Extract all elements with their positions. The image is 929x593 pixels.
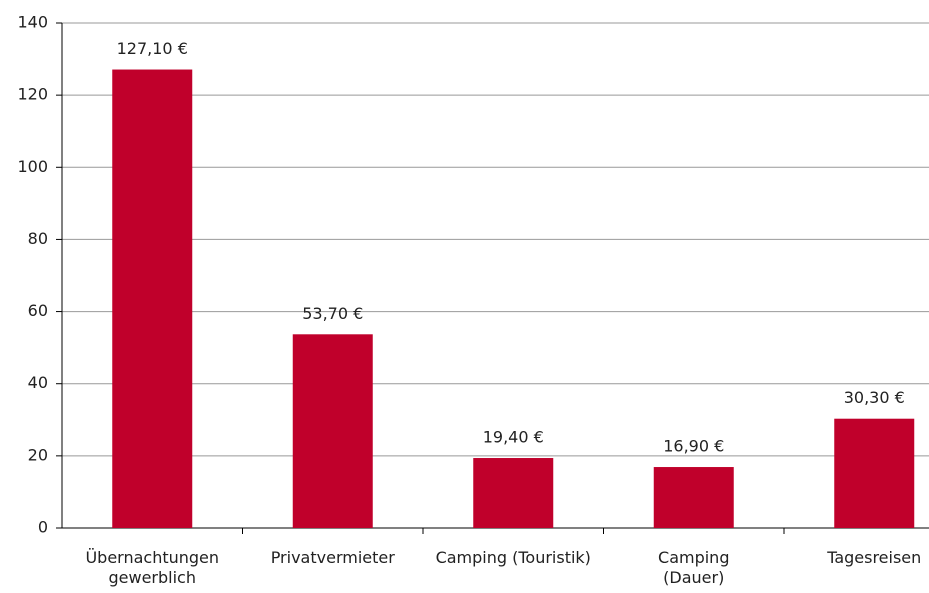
x-tick-label: Tagesreisen xyxy=(827,548,922,567)
bar xyxy=(292,334,373,528)
bar xyxy=(834,418,915,528)
y-tick-label: 60 xyxy=(28,301,48,320)
x-tick-label: Camping (Dauer) xyxy=(658,548,730,587)
y-tick-label: 20 xyxy=(28,445,48,464)
x-tick-label: Camping (Touristik) xyxy=(435,548,591,567)
y-tick-label: 140 xyxy=(17,13,48,32)
value-label: 19,40 € xyxy=(483,428,544,447)
y-tick-label: 40 xyxy=(28,373,48,392)
bar xyxy=(112,69,193,529)
value-label: 16,90 € xyxy=(663,437,724,456)
bar xyxy=(653,467,734,528)
value-label: 30,30 € xyxy=(844,388,905,407)
y-tick-label: 0 xyxy=(38,518,48,537)
x-tick-label: Übernachtungen gewerblich xyxy=(85,548,220,587)
bar xyxy=(473,458,554,528)
value-label: 53,70 € xyxy=(302,304,363,323)
y-tick-label: 100 xyxy=(17,157,48,176)
y-tick-label: 80 xyxy=(28,229,48,248)
y-tick-label: 120 xyxy=(17,85,48,104)
value-label: 127,10 € xyxy=(117,39,188,58)
x-tick-label: Privatvermieter xyxy=(270,548,395,567)
